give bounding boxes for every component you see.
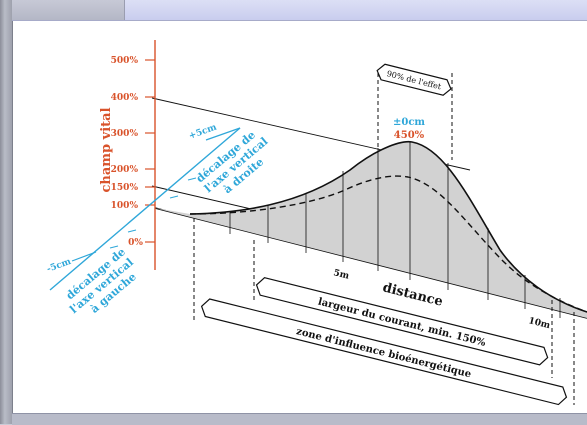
vital-tick-150: 150% [111,183,139,193]
shift-right-label: décalage de l'axe vertical à droite [194,128,271,196]
bioenergetic-diagram: 500% 400% 300% 200% 150% 100% 0% champ v… [46,40,587,406]
shift-left-label: décalage de l'axe vertical à gauche [64,245,139,316]
shift-axis-line [49,127,241,291]
image-canvas: 500% 400% 300% 200% 150% 100% 0% champ v… [13,21,587,413]
shift-axis-minor-ticks [109,177,197,249]
distance-axis-title: distance [381,280,444,309]
vital-axis-ticks [145,59,155,243]
peak-shift-label: ±0cm [393,117,425,128]
outer-curve [189,140,587,313]
vital-tick-0: 0% [128,238,143,248]
left-sidebar [0,0,13,424]
top-toolbar [12,0,587,21]
toolbar-left-panel [12,0,125,20]
distance-tick-10m: 10m [527,316,551,331]
shift-axis-right-tick [205,127,241,141]
vital-tick-500: 500% [111,56,139,66]
curve-fill-area [155,141,587,318]
peak-value-label: 450% [394,130,425,141]
bottom-status-bar [12,413,587,425]
vital-axis-title: champ vital [99,107,114,192]
shift-axis-left-tick [71,251,97,262]
vital-tick-200: 200% [111,165,139,175]
vital-tick-100: 100% [111,201,139,211]
distance-tick-5m: 5m [332,268,350,282]
vital-tick-300: 300% [111,129,139,139]
effect-band: 90% de l'effet [376,63,452,96]
curve-hatch-lines [229,142,561,318]
vital-tick-400: 400% [111,93,139,103]
inner-dashed-curve [189,175,587,313]
zone-dashed-verticals [193,73,575,405]
shift-tick-plus5: +5cm [188,122,219,141]
shift-tick-minus5: -5cm [46,257,73,275]
